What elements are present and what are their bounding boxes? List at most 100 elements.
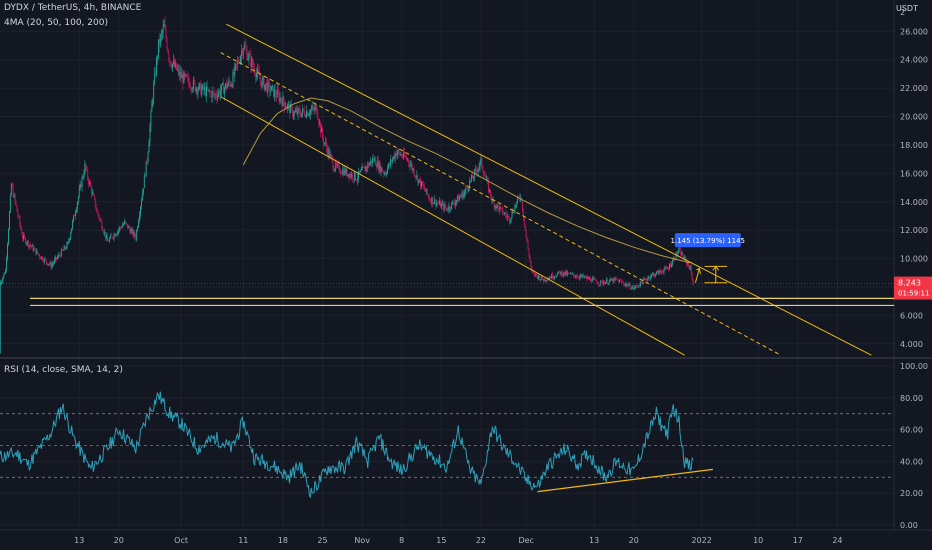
candle-body [78,189,80,197]
ma-legend[interactable]: 4MA (20, 50, 100, 200) [4,18,108,28]
candle-body [244,45,246,48]
candle-body [10,184,12,196]
candle-body [474,169,476,171]
candle-body [595,279,597,282]
measure-label: 1.145 (13.79%) 1145 [671,237,745,245]
time-tick-label: 15 [436,536,446,545]
candle-body [671,260,673,265]
candle-body [626,283,628,287]
candle-body [565,271,567,275]
candle-body [270,90,272,92]
candle-body [425,188,427,192]
rsi-pane [0,391,894,498]
time-tick-label: Oct [174,536,188,545]
candle-body [446,208,448,211]
currency-label: USDT [896,4,918,13]
candle-body [408,162,410,167]
candle-body [480,157,482,162]
projection-arrow [694,268,700,283]
candle-body [620,280,621,281]
candle-body [122,225,124,228]
candle-body [156,58,157,75]
candle-body [384,174,386,175]
candle-body [45,259,47,263]
time-tick-label: 22 [476,536,486,545]
candle-body [360,170,362,171]
candle-body [546,280,548,282]
candle-body [172,63,174,68]
candle-body [221,84,223,91]
candle-body [125,222,127,224]
candle-body [602,280,604,284]
symbol-legend[interactable]: DYDX / TetherUS, 4h, BINANCE [4,3,141,13]
time-tick-label: 10 [753,536,763,545]
candle-body [74,215,75,217]
time-tick-label: 24 [832,536,842,545]
candle-body [40,257,42,259]
candle-body [424,189,426,192]
candle-body [136,230,138,240]
candle-body [419,179,421,180]
candle-body [95,207,97,211]
candle-body [569,273,571,275]
candle-body [571,273,573,275]
last-price-countdown: 01:59:11 [898,290,929,298]
candle-body [404,152,406,157]
candle-body [603,282,604,284]
candle-body [203,84,205,91]
candle-body [610,278,612,281]
candle-body [612,279,614,283]
candle-body [402,156,404,158]
candle-body [512,211,514,213]
candle-body [665,267,667,268]
candle-body [314,107,316,111]
candle-body [325,142,327,148]
candle-body [604,282,605,285]
candle-body [509,220,511,223]
candle-body [129,229,131,234]
price-tick-label: 12.000 [900,226,928,235]
candle-body [272,85,273,87]
candle-body [490,196,492,201]
candle-body [131,229,133,231]
rsi-legend[interactable]: RSI (14, close, SMA, 14, 2) [4,365,123,375]
time-tick-label: 25 [317,536,327,545]
candle-body [403,152,405,158]
candle-body [588,277,589,280]
candle-body [417,175,419,183]
candle-body [348,174,350,178]
candle-body [117,230,119,234]
candle-body [687,263,688,265]
candle-body [342,169,344,176]
moving-average-line [242,97,691,264]
candle-body [285,107,287,109]
candle-body [661,271,663,273]
candle-body [678,247,680,252]
candle-body [600,280,602,285]
candle-body [349,174,351,178]
candle-body [390,159,392,163]
price-pane [0,16,872,356]
candle-body [400,154,402,156]
candle-body [186,74,188,77]
candle-body [215,94,217,97]
candle-body [577,276,579,278]
last-price-badge [894,276,932,300]
candle-body [137,227,139,231]
rsi-tick-label: 40.00 [900,457,923,466]
candle-body [357,171,359,179]
candle-body [458,197,460,202]
candle-body [323,138,324,144]
candle-body [387,167,389,174]
candle-body [157,39,159,58]
candle-body [364,166,366,171]
candle-body [43,258,45,262]
candle-body [441,203,443,205]
candle-body [173,60,174,64]
time-tick-label: 8 [399,536,404,545]
candle-body [352,174,354,180]
candle-body [351,174,353,178]
candle-body [395,153,397,156]
candle-body [240,56,241,63]
price-tick-label: 20.000 [900,113,928,122]
